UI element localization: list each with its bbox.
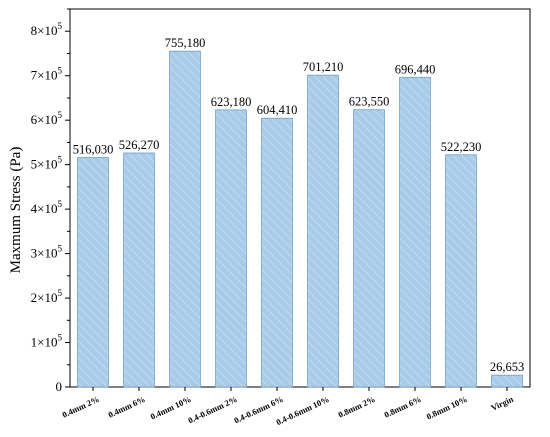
bar [169, 50, 201, 388]
plot-area: 0 1×105 2×105 3×105 4×105 5×105 6×105 7×105 8×10… [31, 8, 531, 427]
bar [261, 117, 293, 388]
x-tick-label: 0.4mm 2% [61, 394, 101, 420]
x-tick-label: 0.4-0.6mm 10% [274, 394, 330, 427]
x-tick-label: 0.8mm 2% [337, 394, 377, 420]
data-label: 26,653 [490, 360, 524, 374]
x-tick-label: 0.8mm 6% [383, 394, 423, 420]
data-label: 701,210 [303, 60, 344, 74]
bar [399, 76, 431, 388]
y-tick-label: 2×105 [31, 288, 63, 305]
data-label: 623,550 [349, 95, 390, 109]
y-tick-label: 6×105 [31, 110, 63, 127]
bar [353, 109, 385, 388]
x-tick-label: Virgin [489, 394, 515, 413]
y-tick-label: 5×105 [31, 155, 63, 172]
y-tick-label: 3×105 [31, 244, 63, 261]
y-tick-label: 1×105 [31, 333, 63, 350]
data-label: 623,180 [211, 95, 252, 109]
bar [215, 109, 247, 388]
y-tick-label: 4×105 [31, 199, 63, 216]
data-label: 522,230 [441, 140, 482, 154]
y-tick-label: 7×105 [31, 66, 63, 83]
bar [307, 74, 339, 388]
bar [123, 152, 155, 388]
bar [445, 154, 477, 388]
x-tick-label: 0.8mm 10% [425, 394, 469, 422]
plot-frame [69, 8, 531, 388]
y-axis-title: Maxmum Stress (Pa) [8, 147, 24, 274]
data-label: 526,270 [119, 138, 160, 152]
data-label: 604,410 [257, 103, 298, 117]
x-tick-label: 0.4mm 6% [107, 394, 147, 420]
data-label: 516,030 [73, 143, 114, 157]
bar [77, 157, 109, 388]
y-tick-label: 0 [56, 379, 63, 394]
bar [491, 374, 523, 388]
x-tick-label: 0.4-0.6mm 2% [186, 394, 238, 426]
y-tick-label: 8×105 [31, 21, 63, 38]
data-label: 696,440 [395, 62, 436, 76]
data-label: 755,180 [165, 36, 206, 50]
